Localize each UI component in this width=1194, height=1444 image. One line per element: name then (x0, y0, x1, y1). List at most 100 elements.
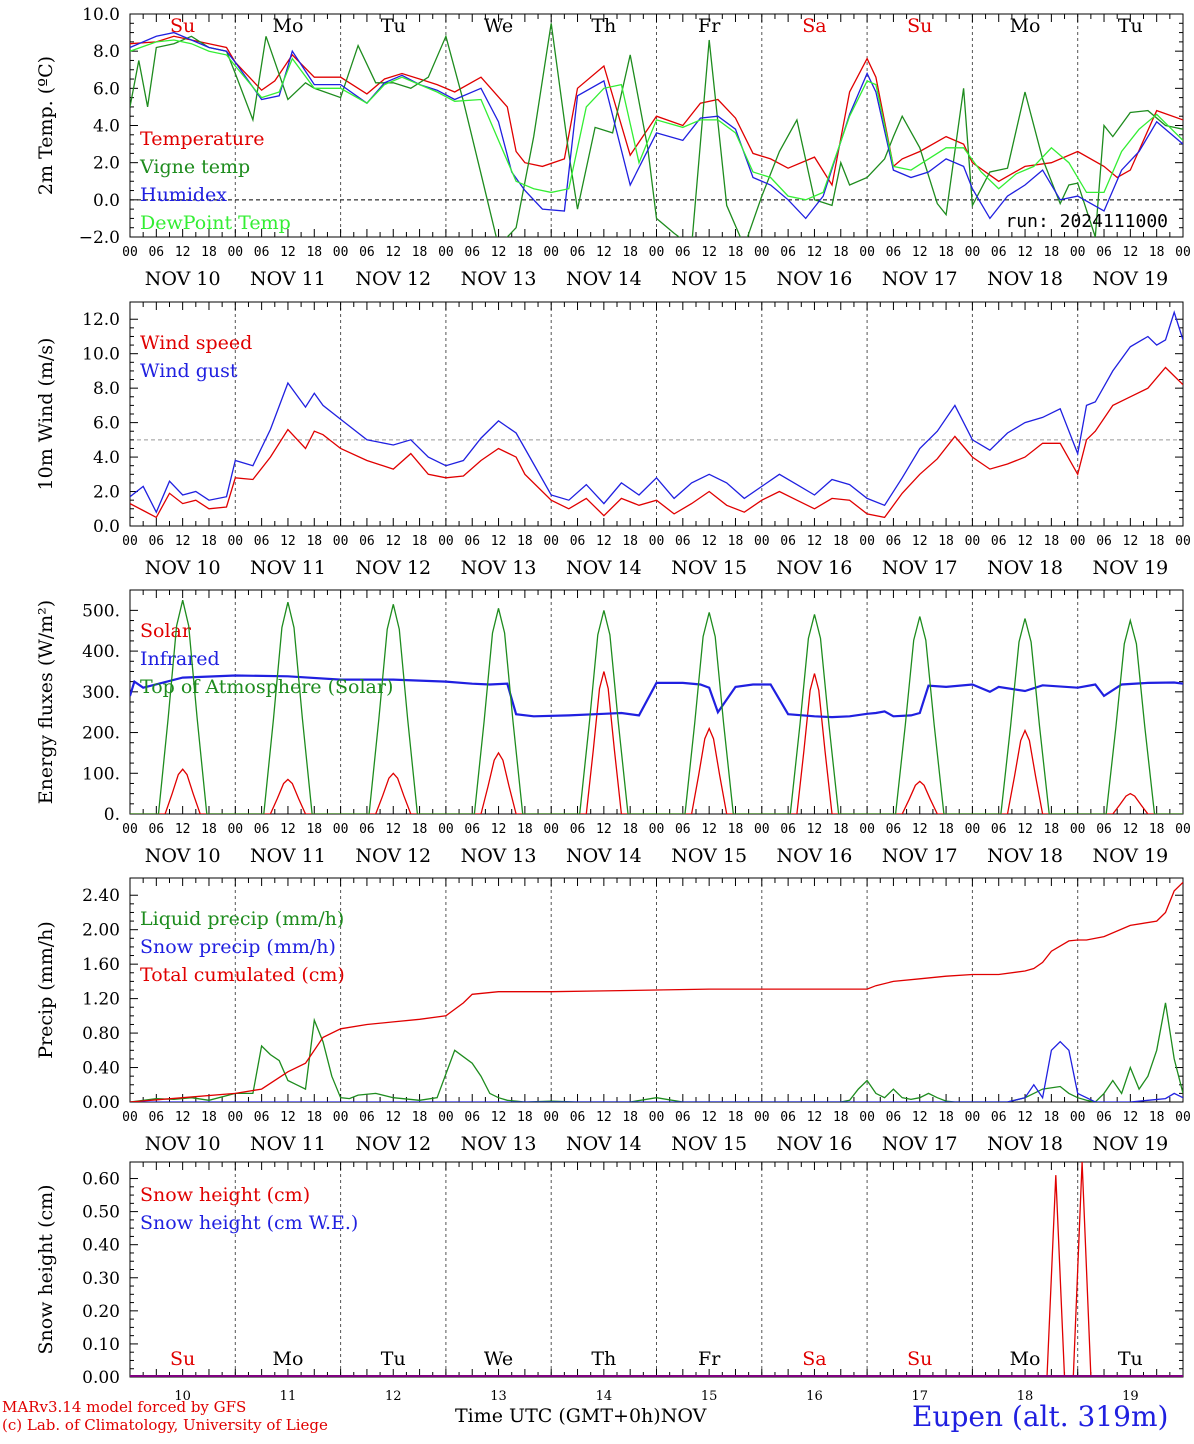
x-hour-label: 00 (754, 822, 770, 837)
x-hour-label: 00 (438, 822, 454, 837)
x-hour-label: 12 (701, 245, 717, 260)
x-day-number: 11 (280, 1389, 297, 1404)
x-hour-label: 00 (859, 245, 875, 260)
y-tick-label: 2.00 (82, 921, 120, 941)
y-tick-label: 8.0 (93, 379, 120, 399)
x-hour-label: 18 (1044, 245, 1060, 260)
x-hour-label: 06 (991, 245, 1007, 260)
x-hour-label: 00 (649, 245, 665, 260)
legend-entry: Snow precip (mm/h) (140, 936, 336, 958)
x-hour-label: 06 (1096, 822, 1112, 837)
legend-entry: Temperature (140, 128, 264, 150)
x-hour-label: 12 (175, 1110, 191, 1125)
x-hour-label: 00 (438, 1110, 454, 1125)
x-hour-label: 06 (780, 534, 796, 549)
legend-entry: Snow height (cm W.E.) (140, 1212, 358, 1234)
x-hour-label: 00 (649, 822, 665, 837)
x-hour-label: 12 (912, 1110, 928, 1125)
x-hour-label: 18 (1149, 822, 1165, 837)
x-hour-label: 18 (201, 1110, 217, 1125)
x-hour-label: 12 (807, 822, 823, 837)
y-tick-label: 6.0 (93, 79, 120, 99)
y-tick-label: 10.0 (82, 345, 120, 365)
x-hour-label: 12 (1017, 245, 1033, 260)
day-name-label: Fr (698, 15, 721, 37)
y-tick-label: 0.00 (82, 1368, 120, 1388)
x-hour-label: 06 (359, 822, 375, 837)
x-date-label: NOV 16 (777, 1133, 853, 1155)
day-name-label: Mo (272, 1348, 303, 1370)
y-tick-label: 0.00 (82, 1093, 120, 1113)
x-hour-label: 18 (1044, 822, 1060, 837)
x-day-number: 15 (701, 1389, 718, 1404)
y-tick-label: 100. (82, 764, 120, 784)
day-name-label: Tu (1118, 1348, 1143, 1370)
series-line-liquid-precip-mm-h- (130, 1002, 1183, 1102)
x-hour-label: 18 (833, 534, 849, 549)
series-line-wind-speed (130, 366, 1183, 519)
x-hour-label: 06 (780, 1110, 796, 1125)
day-name-label: Su (907, 1348, 932, 1370)
x-day-number: 14 (596, 1389, 613, 1404)
x-hour-label: 00 (227, 245, 243, 260)
y-axis-label: Snow height (cm) (35, 1184, 57, 1354)
y-tick-label: 400. (82, 642, 120, 662)
series-line-snow-height-cm- (130, 1162, 1183, 1377)
x-date-label: NOV 13 (461, 268, 537, 290)
x-hour-label: 00 (859, 1110, 875, 1125)
x-date-label: NOV 18 (987, 1133, 1063, 1155)
series-line-vigne-temp (130, 23, 1183, 237)
x-date-label: NOV 16 (777, 845, 853, 867)
x-hour-label: 06 (886, 1110, 902, 1125)
x-hour-label: 06 (886, 534, 902, 549)
day-name-label: Tu (381, 15, 406, 37)
plot-frame (129, 301, 1184, 527)
month-label: NOV (660, 1405, 707, 1427)
x-hour-label: 06 (675, 1110, 691, 1125)
x-date-label: NOV 13 (461, 557, 537, 579)
x-hour-label: 00 (122, 1110, 138, 1125)
x-hour-label: 00 (965, 245, 981, 260)
x-hour-label: 12 (596, 822, 612, 837)
x-date-label: NOV 15 (671, 557, 747, 579)
x-hour-label: 12 (596, 1110, 612, 1125)
y-tick-label: 500. (82, 601, 120, 621)
x-hour-label: 12 (491, 534, 507, 549)
x-date-label: NOV 10 (145, 557, 221, 579)
y-tick-label: 10.0 (82, 5, 120, 25)
day-name-label: Mo (1010, 15, 1041, 37)
legend-entry: DewPoint Temp (140, 212, 291, 234)
x-date-label: NOV 12 (355, 268, 431, 290)
x-hour-label: 12 (1123, 534, 1139, 549)
x-hour-label: 06 (254, 245, 270, 260)
y-tick-label: 0.60 (82, 1170, 120, 1190)
y-tick-label: 4.0 (93, 448, 120, 468)
x-date-label: NOV 13 (461, 1133, 537, 1155)
y-tick-label: 300. (82, 683, 120, 703)
legend-entry: Vigne temp (139, 156, 250, 178)
x-date-label: NOV 10 (145, 845, 221, 867)
y-tick-label: 0.40 (82, 1059, 120, 1079)
y-tick-label: 0.0 (93, 517, 120, 537)
x-hour-label: 18 (517, 1110, 533, 1125)
x-hour-label: 12 (385, 534, 401, 549)
series-line-humidex (130, 31, 1183, 220)
day-name-label: Sa (802, 15, 826, 37)
x-hour-label: 12 (912, 534, 928, 549)
x-hour-label: 12 (280, 822, 296, 837)
x-hour-label: 06 (359, 245, 375, 260)
x-hour-label: 18 (412, 1110, 428, 1125)
legend-entry: Top of Atmosphere (Solar) (140, 676, 393, 698)
y-tick-label: 0.0 (93, 191, 120, 211)
x-hour-label: 18 (938, 822, 954, 837)
y-tick-label: 0.10 (82, 1335, 120, 1355)
x-hour-label: 18 (1044, 1110, 1060, 1125)
x-hour-label: 18 (938, 245, 954, 260)
y-tick-label: 2.0 (93, 483, 120, 503)
x-hour-label: 12 (912, 822, 928, 837)
legend-entry: Wind speed (140, 332, 252, 354)
x-hour-label: 18 (728, 822, 744, 837)
x-hour-label: 00 (859, 534, 875, 549)
station-label: Eupen (alt. 319m) (912, 1400, 1169, 1433)
y-axis-label: 2m Temp. (ºC) (35, 56, 57, 195)
